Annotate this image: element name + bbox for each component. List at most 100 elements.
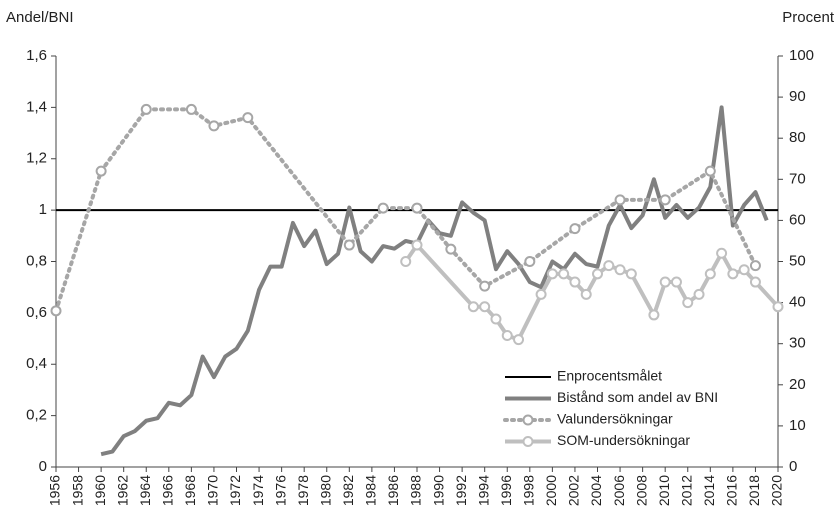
x-tick-label: 1978 xyxy=(295,475,311,506)
x-tick-label: 2006 xyxy=(611,475,627,506)
data-point xyxy=(411,202,423,214)
x-tick-label: 2002 xyxy=(566,475,582,506)
data-point xyxy=(670,276,682,288)
y-tick-label: 0,6 xyxy=(26,304,47,321)
data-point xyxy=(682,297,694,309)
x-tick-label: 2020 xyxy=(769,475,785,506)
x-tick-label: 1976 xyxy=(272,475,288,506)
data-point xyxy=(445,243,457,255)
y-tick-label: 1 xyxy=(39,201,47,218)
x-tick-label: 1968 xyxy=(182,475,198,506)
data-point xyxy=(738,264,750,276)
y2-tick-label: 60 xyxy=(789,211,806,228)
data-point xyxy=(400,256,412,267)
x-tick-label: 2004 xyxy=(588,475,604,506)
x-tick-label: 1980 xyxy=(317,475,333,506)
data-point xyxy=(208,120,220,132)
data-point xyxy=(580,288,592,300)
data-point xyxy=(242,112,254,124)
data-point xyxy=(140,103,152,115)
legend-label: Enprocentsmålet xyxy=(557,368,662,384)
y2-tick-label: 90 xyxy=(789,88,806,105)
data-point xyxy=(467,301,479,313)
data-point xyxy=(716,247,728,259)
legend-label: SOM-undersökningar xyxy=(557,432,690,448)
data-point xyxy=(343,239,355,251)
data-point xyxy=(727,268,739,280)
x-tick-label: 1986 xyxy=(385,475,401,506)
y2-tick-label: 10 xyxy=(789,417,806,434)
series-line xyxy=(54,107,758,313)
data-point xyxy=(749,276,761,288)
y-tick-label: 1,2 xyxy=(26,150,47,167)
y2-tick-label: 40 xyxy=(789,294,806,311)
data-point xyxy=(614,264,626,276)
y-tick-label: 0,8 xyxy=(26,252,47,269)
y2-tick-label: 70 xyxy=(789,170,806,187)
data-point xyxy=(569,276,581,288)
y-axis-label: Andel/BNI xyxy=(6,9,74,26)
x-tick-label: 2010 xyxy=(656,475,672,506)
x-tick-label: 1988 xyxy=(408,475,424,506)
data-point xyxy=(377,202,389,214)
x-tick-label: 2016 xyxy=(724,475,740,506)
data-point xyxy=(749,260,761,272)
data-point xyxy=(772,301,784,313)
y2-tick-label: 100 xyxy=(789,47,814,64)
legend-label: Bistånd som andel av BNI xyxy=(557,389,718,405)
data-point xyxy=(185,103,197,115)
x-tick-label: 1974 xyxy=(250,475,266,506)
x-tick-label: 1984 xyxy=(363,475,379,506)
y-tick-label: 0 xyxy=(39,458,47,475)
x-tick-label: 1998 xyxy=(521,475,537,506)
x-tick-label: 2014 xyxy=(701,475,717,506)
data-point xyxy=(558,268,570,280)
data-point xyxy=(524,256,536,267)
y-tick-label: 0,2 xyxy=(26,407,47,424)
data-point xyxy=(95,165,107,177)
y-tick-label: 1,4 xyxy=(26,98,47,115)
data-point xyxy=(625,268,637,280)
y2-tick-label: 0 xyxy=(789,458,797,475)
data-point xyxy=(693,288,705,300)
data-point xyxy=(592,268,603,280)
x-tick-label: 1964 xyxy=(137,475,153,506)
data-point xyxy=(513,334,525,346)
data-point xyxy=(501,329,513,341)
data-point xyxy=(411,239,423,251)
data-point xyxy=(659,194,671,206)
x-tick-label: 1970 xyxy=(205,475,221,506)
x-tick-label: 1972 xyxy=(227,475,243,506)
x-tick-label: 1956 xyxy=(47,475,63,506)
data-point xyxy=(479,280,491,292)
data-point xyxy=(704,268,716,280)
data-point xyxy=(659,276,671,288)
data-point xyxy=(490,313,502,325)
y2-tick-label: 20 xyxy=(789,376,806,393)
x-tick-label: 1960 xyxy=(92,475,108,506)
x-tick-label: 2018 xyxy=(746,475,762,506)
y2-tick-label: 50 xyxy=(789,252,806,269)
legend-label: Valundersökningar xyxy=(557,411,673,427)
data-point xyxy=(648,309,660,321)
y2-tick-label: 30 xyxy=(789,335,806,352)
x-tick-label: 1966 xyxy=(160,475,176,506)
y2-axis-label: Procent xyxy=(782,9,835,26)
x-tick-label: 1996 xyxy=(498,475,514,506)
x-tick-label: 1982 xyxy=(340,475,356,506)
x-tick-label: 1992 xyxy=(453,475,469,506)
x-tick-label: 1962 xyxy=(114,475,130,506)
data-point xyxy=(704,165,716,177)
y-tick-label: 0,4 xyxy=(26,355,47,372)
x-tick-label: 2008 xyxy=(633,475,649,506)
data-point xyxy=(546,268,558,280)
x-tick-label: 1994 xyxy=(475,475,491,506)
x-tick-label: 2012 xyxy=(678,475,694,506)
legend-marker xyxy=(522,414,534,426)
data-point xyxy=(569,223,581,235)
x-tick-label: 1990 xyxy=(430,475,446,506)
data-point xyxy=(603,260,615,272)
legend-marker xyxy=(522,436,534,447)
